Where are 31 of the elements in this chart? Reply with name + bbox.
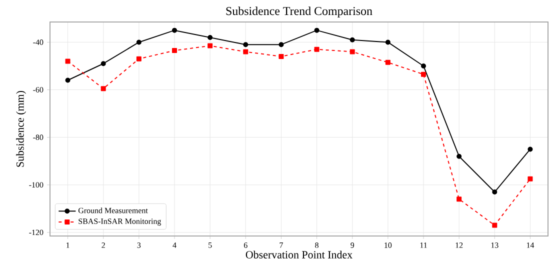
point <box>385 40 390 45</box>
point <box>65 58 70 64</box>
point <box>492 222 498 228</box>
point <box>172 28 177 33</box>
point <box>100 61 106 66</box>
point <box>208 34 213 40</box>
point <box>314 46 320 52</box>
y-axis-title: Subsidence (mm) <box>16 90 26 167</box>
point <box>350 49 355 54</box>
point <box>528 176 533 182</box>
point <box>136 56 142 62</box>
point <box>456 196 462 202</box>
point <box>65 78 70 83</box>
point <box>456 154 462 159</box>
point <box>385 60 390 65</box>
point <box>278 54 284 59</box>
point <box>243 49 248 54</box>
point <box>492 190 498 195</box>
point <box>172 48 177 54</box>
point <box>350 37 355 42</box>
point <box>528 146 533 152</box>
point <box>100 86 106 92</box>
point <box>243 42 248 48</box>
point <box>136 40 142 45</box>
point <box>421 63 426 68</box>
point <box>278 42 284 48</box>
x-axis-title: Observation Point Index <box>246 250 352 258</box>
point <box>208 43 213 48</box>
chart-title: Subsidence Trend Comparison <box>226 6 372 18</box>
point <box>421 72 426 77</box>
point <box>314 28 320 33</box>
